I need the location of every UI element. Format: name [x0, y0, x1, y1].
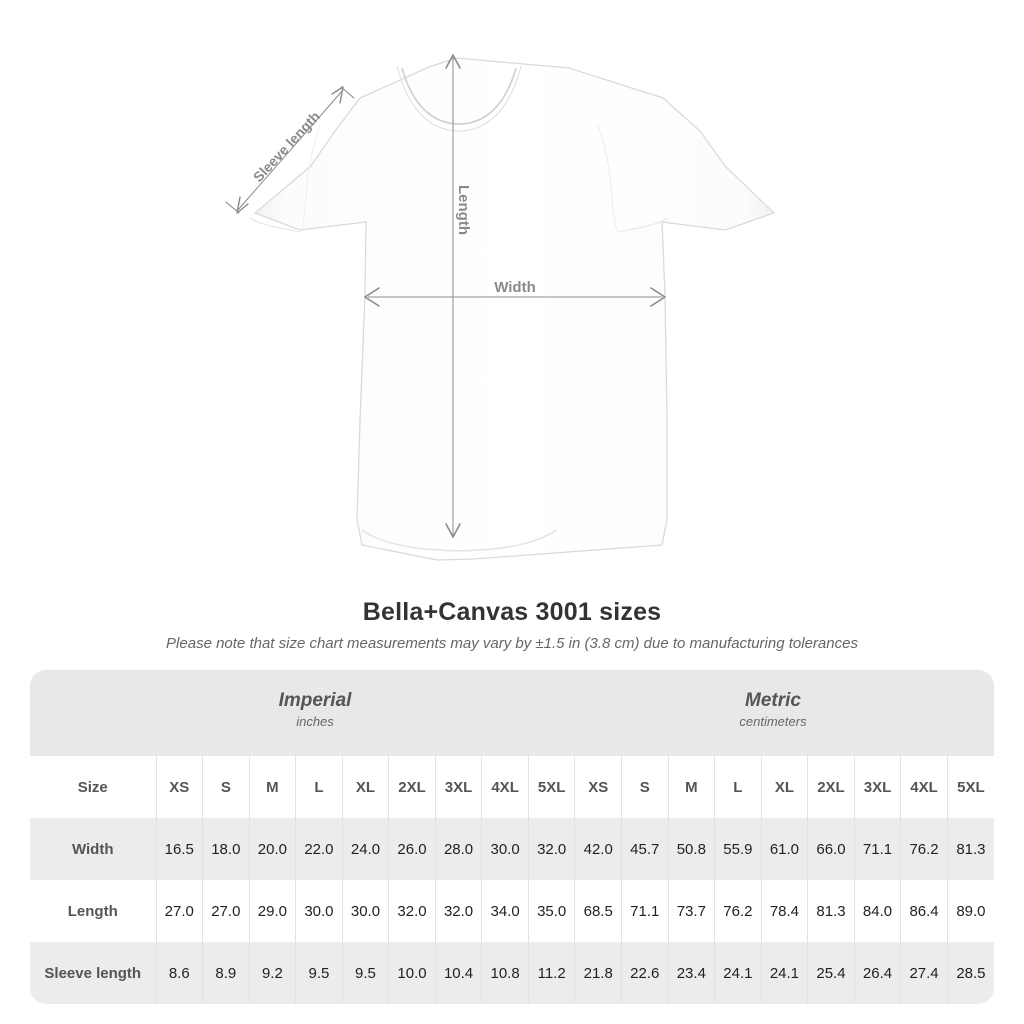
svg-text:Length: Length	[455, 185, 472, 235]
svg-text:Width: Width	[494, 279, 536, 296]
